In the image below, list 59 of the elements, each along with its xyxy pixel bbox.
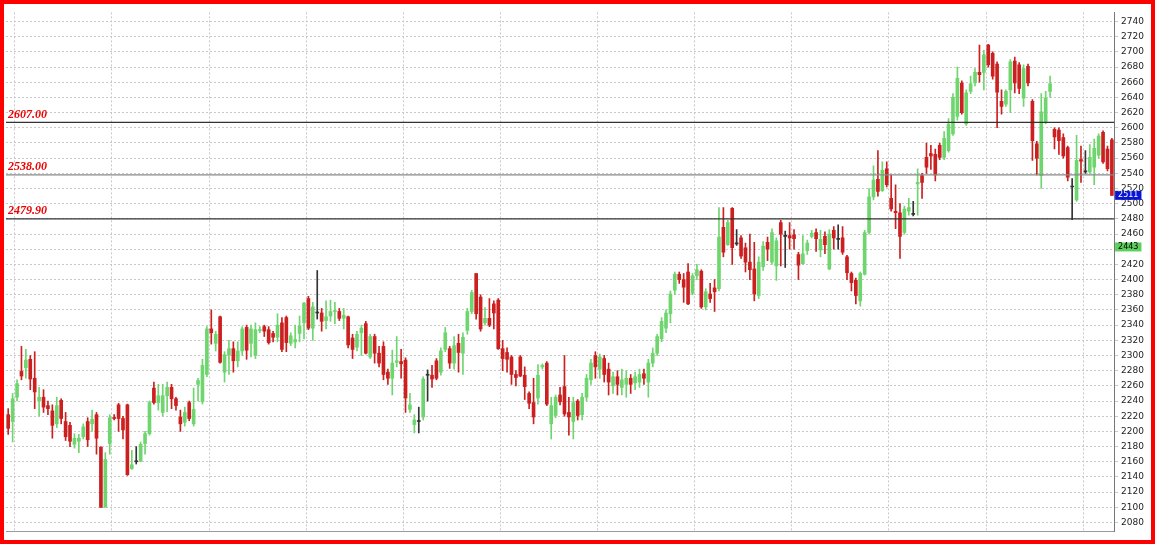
candlestick [333,302,337,324]
y-tick-label: 2740 [1121,15,1145,26]
y-tick-label: 2580 [1121,137,1145,148]
y-tick-label: 2480 [1121,213,1145,224]
candlestick [293,324,297,349]
candlestick [134,446,139,465]
y-tick-label: 2200 [1121,425,1145,436]
ref-line-label: 2607.00 [7,106,47,121]
candlestick [708,283,712,303]
y-tick-label: 2400 [1121,273,1145,284]
candlestick [24,349,28,379]
y-tick-label: 2140 [1121,471,1145,482]
candlestick [911,201,916,217]
y-tick-label: 2600 [1121,122,1145,133]
y-tick-label: 2620 [1121,106,1145,117]
ref-line-label: 2538.00 [7,158,47,173]
candlestick [32,351,37,409]
candlestick [129,450,134,470]
candlestick [341,308,346,330]
y-tick-label: 2280 [1121,365,1145,376]
y-tick-label: 2220 [1121,410,1145,421]
y-tick-label: 2300 [1121,349,1145,360]
candlestick [408,393,412,413]
y-tick-label: 2540 [1121,167,1145,178]
y-tick-label: 2680 [1121,61,1145,72]
candlestick [1079,145,1083,183]
candlestick [624,370,629,398]
candlestick [90,409,94,432]
candlestick [416,406,421,434]
y-tick-label: 2380 [1121,289,1145,300]
candlestick [227,339,231,375]
y-tick-label: 2720 [1121,31,1145,42]
y-tick-label: 2460 [1121,228,1145,239]
candlestick [209,309,214,345]
y-tick-label: 2240 [1121,395,1145,406]
y-tick-label: 2340 [1121,319,1145,330]
y-tick-label: 2260 [1121,380,1145,391]
candlestick [792,229,796,250]
y-tick-label: 2700 [1121,46,1145,57]
y-tick-label: 2080 [1121,516,1145,527]
candlestick [783,230,788,268]
annotation: 2443 [1118,242,1139,252]
y-tick-label: 2120 [1121,486,1145,497]
candlestick [37,387,41,417]
y-tick-label: 2180 [1121,440,1145,451]
ref-line-label: 2479.90 [7,203,47,218]
y-tick-label: 2640 [1121,91,1145,102]
y-tick-label: 2100 [1121,501,1145,512]
y-tick-label: 2160 [1121,456,1145,467]
y-tick-label: 2500 [1121,198,1145,209]
annotation: 2511 [1118,190,1139,200]
candlestick [324,300,328,330]
candlestick [836,224,841,250]
y-tick-label: 2660 [1121,76,1145,87]
y-tick-label: 2420 [1121,258,1145,269]
y-tick-label: 2320 [1121,334,1145,345]
candlestick [394,336,399,368]
y-tick-label: 2560 [1121,152,1145,163]
y-tick-label: 2360 [1121,304,1145,315]
